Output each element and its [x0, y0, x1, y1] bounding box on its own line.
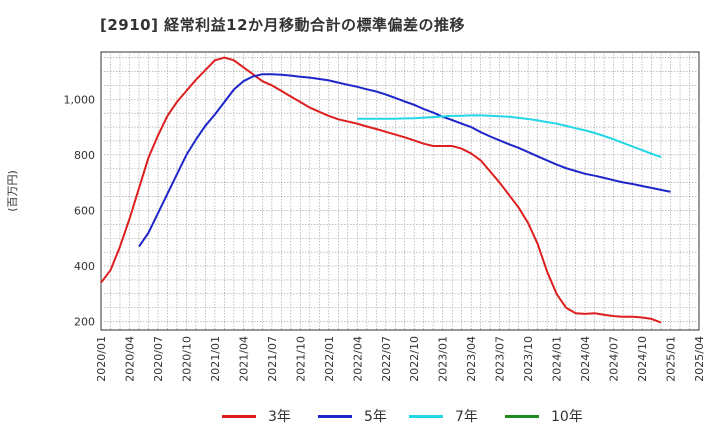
x-tick-label: 2025/01 — [665, 336, 678, 382]
x-tick-label: 2021/10 — [294, 336, 307, 382]
x-tick-label: 2020/10 — [180, 336, 193, 382]
legend-label: 7年 — [455, 409, 478, 425]
legend-swatch — [222, 414, 256, 418]
chart-svg: 200 400 600 800 1,000 (百万円) 2020/01 2020/04 2020… — [6, 51, 706, 382]
chart-title: [2910] 経常利益12か月移動合計の標準偏差の推移 — [100, 16, 466, 34]
series-line-7年 — [357, 114, 662, 159]
y-tick-label: 800 — [74, 149, 95, 162]
x-tick-label: 2020/01 — [95, 336, 108, 382]
x-tick-label: 2021/07 — [266, 336, 279, 382]
legend-label: 5年 — [364, 409, 387, 425]
y-tick-label: 600 — [74, 204, 95, 217]
x-tick-label: 2024/07 — [608, 336, 621, 382]
x-tick-label: 2024/04 — [579, 336, 592, 382]
chart-legend: 3年 5年 7年 10年 — [0, 400, 720, 430]
x-tick-label: 2024/01 — [551, 336, 564, 382]
x-tick-label: 2022/07 — [380, 336, 393, 382]
x-tick-label: 2022/04 — [351, 336, 364, 382]
legend-item: 7年 — [409, 406, 478, 426]
legend-item: 3年 — [222, 406, 291, 426]
x-tick-label: 2020/07 — [152, 336, 165, 382]
x-tick-label: 2020/04 — [123, 336, 136, 382]
x-tick-label: 2024/10 — [636, 336, 649, 382]
x-tick-label: 2021/04 — [237, 336, 250, 382]
x-tick-label: 2021/01 — [209, 336, 222, 382]
legend-item: 10年 — [505, 406, 583, 426]
legend-label: 3年 — [268, 409, 291, 425]
x-tick-label: 2023/01 — [437, 336, 450, 382]
series-line-3年 — [100, 56, 662, 324]
x-tick-label: 2023/04 — [465, 336, 478, 382]
legend-swatch — [318, 414, 352, 418]
legend-label: 10年 — [551, 409, 583, 425]
x-tick-label: 2025/04 — [693, 336, 706, 382]
y-tick-label: 200 — [74, 316, 95, 329]
plot-area — [100, 51, 700, 331]
legend-item: 5年 — [318, 406, 387, 426]
legend-swatch — [505, 414, 539, 418]
legend-swatch — [409, 414, 443, 418]
y-tick-label: 400 — [74, 260, 95, 273]
y-tick-label: 1,000 — [64, 93, 96, 106]
x-tick-label: 2023/10 — [522, 336, 535, 382]
series-line-5年 — [138, 73, 671, 248]
x-tick-label: 2022/10 — [408, 336, 421, 382]
y-axis-label: (百万円) — [6, 170, 19, 212]
x-tick-label: 2023/07 — [494, 336, 507, 382]
x-tick-label: 2022/01 — [323, 336, 336, 382]
